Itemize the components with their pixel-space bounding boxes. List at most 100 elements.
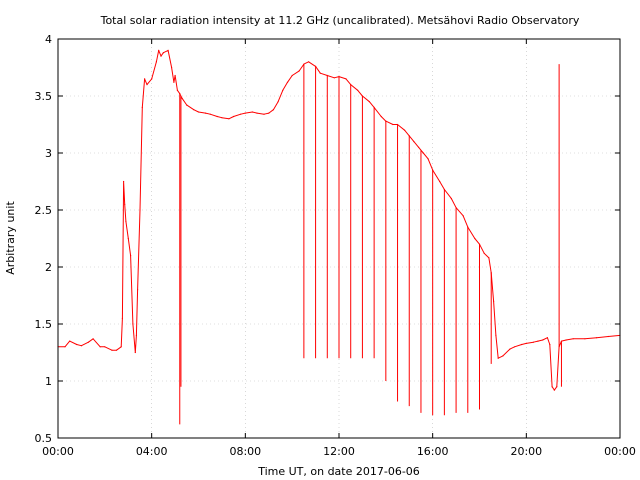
data-point	[549, 343, 551, 346]
data-point	[130, 255, 132, 257]
y-tick-label: 0.5	[35, 432, 53, 445]
data-point	[209, 113, 211, 115]
data-point	[404, 129, 406, 131]
data-point	[158, 49, 160, 52]
y-tick-label: 3.5	[35, 90, 53, 103]
x-tick-label: 00:00	[42, 445, 74, 458]
data-point	[268, 112, 270, 114]
data-point	[135, 334, 137, 336]
y-tick-label: 1	[45, 375, 52, 388]
data-point	[422, 152, 424, 154]
x-tick-label: 04:00	[136, 445, 168, 458]
data-point	[439, 180, 441, 183]
series-group	[57, 49, 621, 425]
data-point	[413, 141, 415, 143]
data-point	[546, 337, 549, 339]
data-point	[99, 346, 101, 348]
data-point	[233, 115, 235, 118]
data-point	[263, 113, 265, 115]
data-point	[514, 346, 516, 348]
data-point	[171, 66, 173, 69]
data-point	[509, 348, 511, 350]
data-point	[495, 334, 497, 336]
data-point	[111, 349, 113, 351]
data-point	[124, 203, 126, 205]
data-point	[132, 323, 134, 325]
y-axis-label: Arbitrary unit	[4, 201, 17, 275]
x-tick-label: 20:00	[510, 445, 542, 458]
data-point	[282, 89, 284, 91]
data-point	[197, 111, 200, 113]
data-point	[277, 101, 279, 103]
data-point	[162, 52, 164, 54]
data-point	[80, 345, 82, 347]
data-point	[240, 113, 242, 115]
data-point	[204, 112, 207, 114]
data-point	[502, 355, 504, 357]
data-point	[298, 70, 300, 72]
data-point	[139, 209, 141, 211]
data-point	[272, 109, 274, 111]
data-point	[572, 338, 574, 340]
y-tick-label: 1.5	[35, 318, 53, 331]
y-tick-label: 4	[45, 33, 52, 46]
data-point	[120, 346, 122, 348]
data-point	[155, 61, 157, 63]
data-point	[141, 106, 143, 108]
data-point	[551, 386, 553, 388]
data-point	[308, 61, 310, 63]
data-point	[160, 55, 162, 57]
data-point	[450, 198, 452, 200]
data-point	[121, 317, 123, 319]
data-point	[521, 343, 523, 346]
data-point	[596, 337, 598, 339]
data-point	[584, 338, 586, 340]
data-point	[134, 351, 136, 354]
data-point	[418, 146, 420, 148]
axis-ticks	[57, 38, 621, 439]
data-point	[69, 340, 71, 342]
x-tick-label: 12:00	[323, 445, 355, 458]
data-point	[462, 215, 464, 217]
data-point	[115, 349, 118, 351]
data-point	[244, 112, 246, 114]
y-tick-label: 3	[45, 147, 52, 160]
data-point	[565, 339, 567, 341]
data-point	[221, 117, 223, 119]
series-line	[58, 49, 621, 391]
data-point	[286, 81, 289, 83]
data-point	[333, 77, 335, 79]
data-point	[553, 389, 556, 391]
data-point	[319, 72, 321, 74]
data-point	[216, 115, 218, 118]
data-point	[537, 340, 539, 342]
data-point	[497, 357, 499, 359]
data-point	[291, 74, 293, 77]
data-point	[483, 252, 485, 254]
x-tick-label: 16:00	[417, 445, 449, 458]
data-point	[176, 89, 178, 91]
data-point	[345, 78, 347, 80]
x-tick-label: 00:00	[604, 445, 636, 458]
data-point	[532, 341, 535, 343]
data-point	[556, 386, 558, 388]
x-tick-label: 08:00	[229, 445, 261, 458]
y-tick-label: 2.5	[35, 204, 53, 217]
data-point	[87, 341, 89, 343]
x-axis-label: Time UT, on date 2017-06-06	[257, 465, 420, 478]
data-point	[137, 289, 139, 291]
data-point	[607, 335, 609, 338]
data-point	[525, 342, 527, 344]
data-point	[368, 101, 370, 103]
chart-title: Total solar radiation intensity at 11.2 …	[100, 14, 580, 27]
data-point	[151, 78, 153, 80]
data-point	[174, 74, 176, 77]
data-point	[123, 180, 125, 183]
data-point	[76, 343, 78, 346]
data-point	[474, 237, 476, 240]
data-point	[193, 109, 195, 111]
data-point	[357, 89, 359, 91]
y-tick-labels: 0.5 1 1.5 2 2.5 3 3.5 4	[35, 33, 53, 445]
data-point	[144, 78, 146, 80]
data-point	[251, 111, 253, 113]
